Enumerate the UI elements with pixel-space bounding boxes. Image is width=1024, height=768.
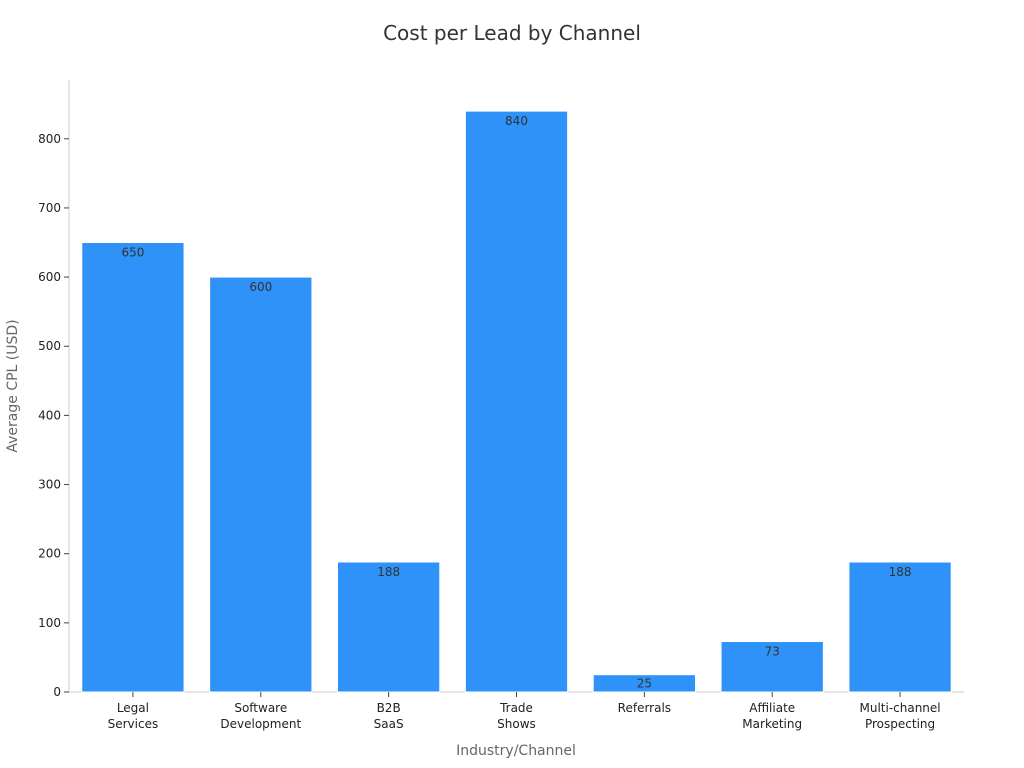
bar-data-label: 840 [505,114,528,128]
y-tick-label: 400 [38,408,61,422]
y-tick-label: 0 [53,685,61,699]
chart-title: Cost per Lead by Channel [383,21,641,45]
y-tick-label: 200 [38,547,61,561]
plot-area: 0 100 200 300 400 500 600 700 800 650 Legal Service… [38,80,964,731]
y-tick-label: 800 [38,132,61,146]
y-tick-label: 500 [38,339,61,353]
x-tick-label: Legal Services [108,701,159,731]
x-axis-title: Industry/Channel [456,743,576,759]
bar [464,110,569,693]
bar-data-label: 73 [765,645,780,659]
x-tick-label: Software Development [220,701,301,731]
bar-data-label: 188 [889,565,912,579]
y-tick-label: 700 [38,201,61,215]
x-tick-label: Referrals [618,701,671,715]
bar [337,561,441,693]
bar [209,276,313,693]
bar-data-label: 650 [121,246,144,260]
bar [81,242,185,693]
bar [720,641,824,693]
x-tick-label: Multi-channel Prospecting [859,701,940,731]
bar-data-label: 25 [637,677,652,691]
x-tick-label: B2B SaaS [374,701,404,731]
y-tick-label: 100 [38,616,61,630]
bar-data-label: 188 [377,565,400,579]
x-tick-label: Affiliate Marketing [742,701,802,731]
bar-data-label: 600 [249,280,272,294]
y-tick-label: 600 [38,270,61,284]
y-tick-label: 300 [38,478,61,492]
x-tick-label: Trade Shows [497,701,536,731]
y-axis-title: Average CPL (USD) [5,319,21,452]
bar [848,561,952,693]
